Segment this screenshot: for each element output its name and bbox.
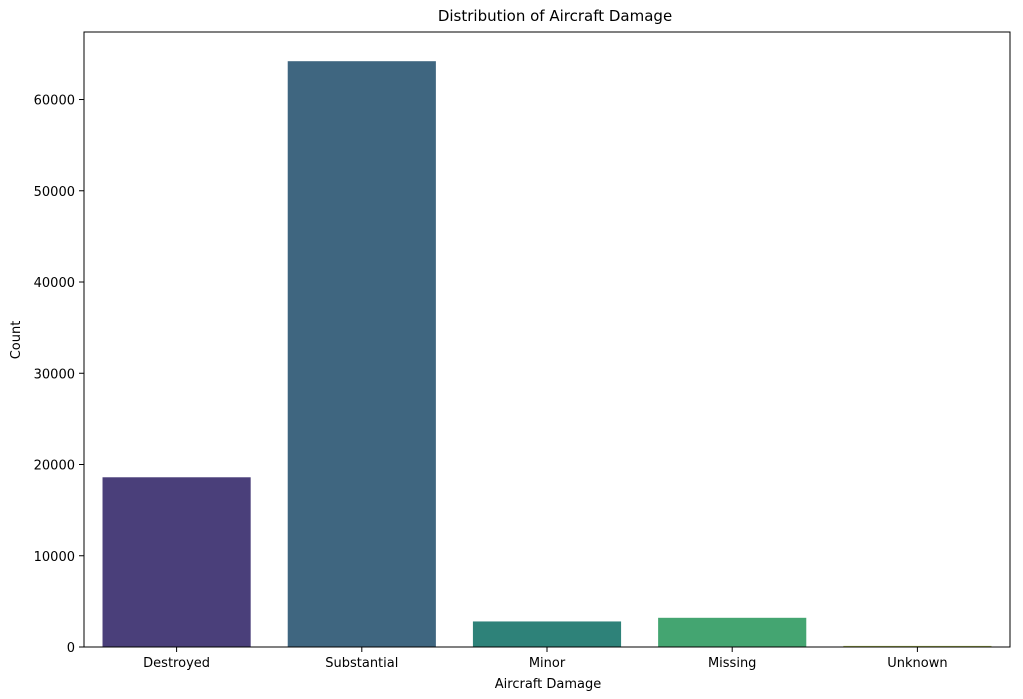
plot-area: 0 10000 20000 30000 40000 50000 60000 Destroyed… — [34, 31, 1011, 671]
bar-unknown — [843, 645, 992, 647]
bar-substantial — [287, 61, 436, 648]
y-tick-label: 50000 — [34, 185, 75, 200]
x-tick-label-unknown: Unknown — [887, 656, 947, 671]
chart-title: Distribution of Aircraft Damage — [438, 7, 672, 25]
bar-minor — [472, 621, 622, 647]
y-tick-label: 20000 — [34, 459, 75, 474]
x-tick-label-minor: Minor — [529, 656, 566, 671]
bar-missing — [658, 617, 807, 647]
y-tick-label: 40000 — [34, 276, 75, 291]
y-axis-label: Count — [9, 321, 24, 360]
y-tick-label: 30000 — [34, 367, 75, 382]
x-axis-label: Aircraft Damage — [495, 677, 601, 692]
bar-destroyed — [102, 477, 251, 647]
y-tick-label: 60000 — [34, 94, 75, 109]
y-tick-label: 10000 — [34, 550, 75, 565]
x-tick-label-substantial: Substantial — [325, 656, 398, 671]
y-tick-label: 0 — [67, 641, 75, 656]
x-tick-label-destroyed: Destroyed — [143, 656, 210, 671]
x-tick-label-missing: Missing — [708, 656, 756, 671]
